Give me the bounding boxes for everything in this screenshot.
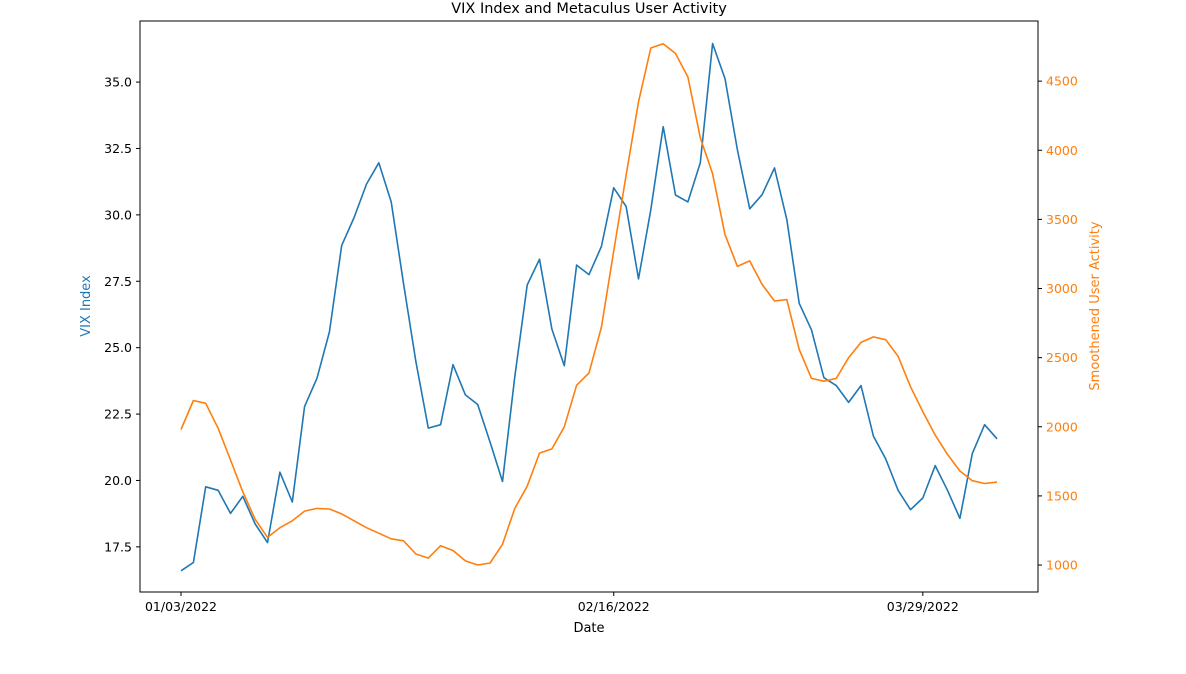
plot-area <box>140 21 1038 592</box>
chart-title: VIX Index and Metaculus User Activity <box>451 1 727 17</box>
right-tick-label: 3500 <box>1046 212 1078 227</box>
vix-line <box>180 42 998 572</box>
left-tick-label: 27.5 <box>104 274 132 289</box>
x-tick-label: 03/29/2022 <box>887 599 959 614</box>
right-y-axis: 1000 1500 2000 2500 3000 3500 4000 4500 <box>1038 74 1078 573</box>
left-y-axis-label: VIX Index <box>79 275 94 337</box>
right-tick-label: 3000 <box>1046 281 1078 296</box>
left-tick-label: 20.0 <box>104 473 132 488</box>
right-tick-label: 2500 <box>1046 350 1078 365</box>
right-tick-label: 4500 <box>1046 74 1078 89</box>
right-tick-label: 1000 <box>1046 558 1078 573</box>
vix-series-line <box>180 42 998 572</box>
x-axis-label: Date <box>573 621 604 636</box>
left-tick-label: 32.5 <box>104 141 132 156</box>
user-activity-line <box>180 42 998 566</box>
right-y-axis-label: Smoothened User Activity <box>1088 221 1103 390</box>
right-tick-label: 4000 <box>1046 143 1078 158</box>
plot-frame <box>139 20 1039 593</box>
right-tick-label: 1500 <box>1046 488 1078 503</box>
x-axis: 01/03/2022 02/16/2022 03/29/2022 <box>145 592 959 614</box>
left-tick-label: 25.0 <box>104 340 132 355</box>
left-tick-label: 22.5 <box>104 407 132 422</box>
left-y-axis: 17.5 20.0 22.5 25.0 27.5 30.0 32.5 35.0 <box>104 75 140 554</box>
x-tick-label: 02/16/2022 <box>578 599 650 614</box>
left-tick-label: 17.5 <box>104 539 132 554</box>
user-activity-series-line <box>180 42 998 566</box>
left-tick-label: 35.0 <box>104 75 132 90</box>
left-tick-label: 30.0 <box>104 207 132 222</box>
x-tick-label: 01/03/2022 <box>145 599 217 614</box>
right-tick-label: 2000 <box>1046 419 1078 434</box>
